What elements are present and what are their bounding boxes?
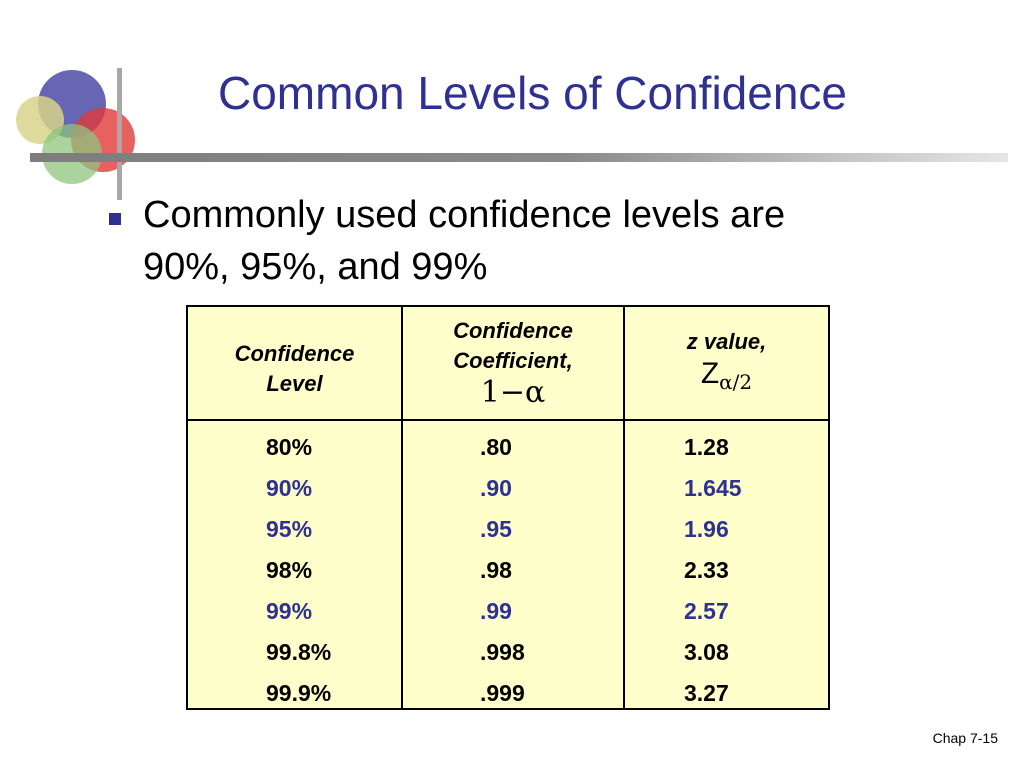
slide-footer: Chap 7-15 <box>932 730 998 746</box>
one-minus-alpha-formula: 1−α <box>480 375 546 410</box>
confidence-level-cell: 99.8% <box>266 639 332 665</box>
column-confidence-coefficient: .80 .90 .95 .98 .99 .998 .999 <box>480 427 525 707</box>
column-divider <box>623 307 625 708</box>
z-value-cell: 1.96 <box>684 516 729 542</box>
confidence-coefficient-cell: .80 <box>480 434 512 460</box>
header-text: Confidence <box>234 341 355 366</box>
header-text: z value, <box>686 329 767 354</box>
z-value-cell: 3.27 <box>684 680 729 706</box>
confidence-coefficient-cell: .99 <box>480 598 512 624</box>
header-text: Coefficient, <box>453 348 573 373</box>
confidence-level-cell: 90% <box>266 475 313 501</box>
z-value-cell: 1.28 <box>684 434 729 460</box>
header-text: Level <box>266 371 323 396</box>
confidence-level-cell: 95% <box>266 516 313 542</box>
confidence-coefficient-cell: .90 <box>480 475 512 501</box>
alpha-half-subscript: α/2 <box>719 370 753 394</box>
header-confidence-level: Confidence Level <box>188 307 401 425</box>
column-confidence-level: 80% 90% 95% 98% 99% 99.8% 99.9% <box>266 427 331 707</box>
confidence-level-cell: 99% <box>266 598 313 624</box>
horizontal-rule <box>30 153 1008 162</box>
column-z-value: 1.28 1.645 1.96 2.33 2.57 3.08 3.27 <box>684 427 742 707</box>
confidence-coefficient-cell: .999 <box>480 680 525 706</box>
bullet-square-icon <box>109 213 121 225</box>
z-value-cell: 1.645 <box>684 475 742 501</box>
confidence-coefficient-cell: .95 <box>480 516 512 542</box>
confidence-level-cell: 99.9% <box>266 680 332 706</box>
header-text: Confidence <box>453 318 573 343</box>
confidence-coefficient-cell: .998 <box>480 639 525 665</box>
header-confidence-coefficient: Confidence Coefficient, 1−α <box>403 307 623 419</box>
z-value-cell: 3.08 <box>684 639 729 665</box>
z-value-cell: 2.57 <box>684 598 729 624</box>
slide-title: Common Levels of Confidence <box>218 67 847 119</box>
confidence-level-cell: 80% <box>266 434 313 460</box>
column-divider <box>401 307 403 708</box>
vertical-rule <box>117 68 122 200</box>
z-value-cell: 2.33 <box>684 557 729 583</box>
confidence-table: Confidence Level Confidence Coefficient,… <box>186 305 830 710</box>
z-alpha-half-formula: Zα/2 <box>701 357 752 399</box>
confidence-coefficient-cell: .98 <box>480 557 512 583</box>
confidence-level-cell: 98% <box>266 557 313 583</box>
bullet-text: Commonly used confidence levels are 90%,… <box>143 189 923 293</box>
header-z-value: z value, Zα/2 <box>625 307 828 419</box>
header-divider <box>188 419 828 421</box>
bullet-line-1: Commonly used confidence levels are <box>143 194 786 236</box>
z-symbol: Z <box>700 357 720 390</box>
bullet-line-2: 90%, 95%, and 99% <box>143 246 488 288</box>
